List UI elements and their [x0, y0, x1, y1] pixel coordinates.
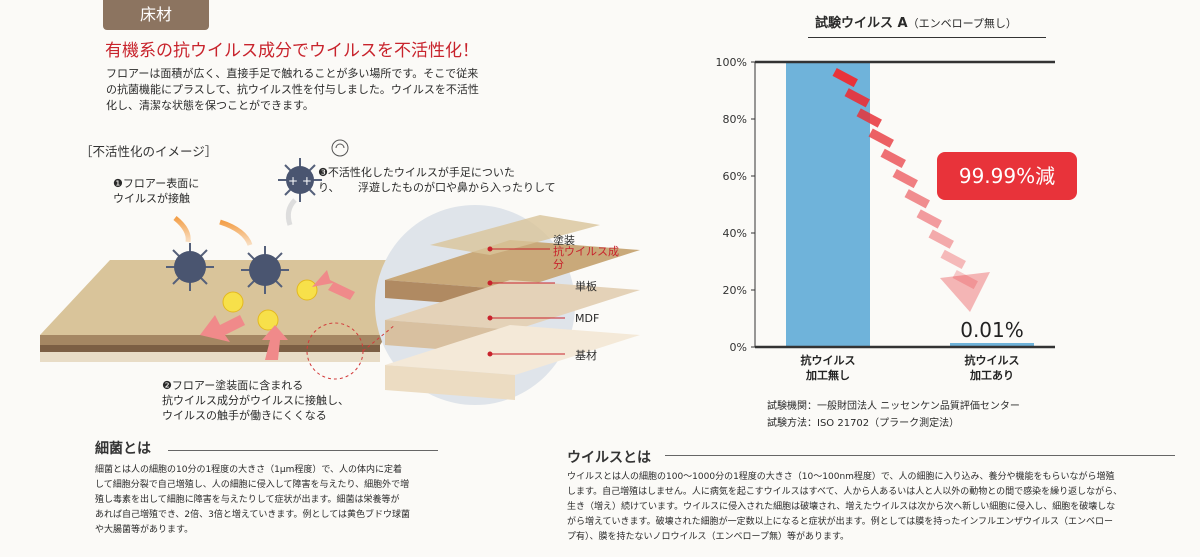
- illustration-title: ［不活性化のイメージ］: [80, 144, 218, 159]
- chart-svg: 0%20%40%60%80%100%0.01%抗ウイルス加工無し抗ウイルス加工あ…: [716, 56, 1055, 382]
- category-label: 加工あり: [969, 368, 1014, 382]
- y-tick-label: 40%: [723, 227, 747, 240]
- category-label: 抗ウイルス: [801, 353, 856, 367]
- decline-arrow-segment: [940, 249, 966, 269]
- decline-arrow-segment: [832, 67, 858, 88]
- antiviral-smiley-icon: [222, 279, 318, 331]
- decline-arrow-segment: [892, 168, 918, 189]
- decline-arrow-segment: [880, 148, 906, 168]
- y-tick-label: 100%: [716, 56, 747, 69]
- virus-icon-1: [166, 243, 214, 291]
- intro-line: フロアーは面積が広く、直接手足で触れることが多い場所です。そこで従来: [106, 67, 479, 80]
- bar-1: [786, 62, 870, 347]
- decline-arrow-segment: [856, 108, 882, 128]
- intro-line: の抗菌機能にプラスして、抗ウイルス性を付与しました。ウイルスを不活性: [106, 83, 479, 96]
- bacteria-heading: 細菌とは: [95, 441, 151, 457]
- y-tick-label: 20%: [723, 284, 747, 297]
- magnifier: [375, 205, 640, 405]
- test-info: 試験機関：一般財団法人 ニッセンケン品質評価センター 試験方法：ISO 2170…: [767, 401, 1020, 429]
- bacteria-text: 細菌とは人の細胞の10分の1程度の大きさ（1μm程度）で、人の体内に定着 して細…: [95, 465, 411, 535]
- y-tick-label: 0%: [730, 341, 747, 354]
- layer-label-antiviral: 抗ウイルス成 分: [553, 245, 619, 271]
- layer-label-coating: 塗装: [553, 234, 575, 247]
- category-tag: 床材: [103, 0, 209, 30]
- decline-arrow-segment: [952, 269, 978, 290]
- callout-3: ❸不活性化したウイルスが手足についた り、 浮遊したものが口や鼻から入ったりして: [318, 166, 556, 194]
- virus-icon-2: [241, 246, 289, 294]
- decline-arrow-head: [940, 272, 990, 312]
- bar-2: [950, 343, 1034, 347]
- decline-arrow-segment: [928, 229, 954, 249]
- svg-text:+ +: + +: [288, 174, 312, 188]
- inactive-virus-icon: + +: [278, 158, 322, 202]
- reduction-badge: 99.99%減: [937, 152, 1077, 200]
- floor-illustration: + +: [40, 139, 640, 405]
- bacteria-divider: [168, 450, 438, 451]
- chart-title: 試験ウイルス A（エンベロープ無し）: [815, 16, 1017, 31]
- decline-arrow-segment: [916, 209, 942, 229]
- category-label: 抗ウイルス: [965, 353, 1020, 367]
- callout-2: ❷フロアー塗装面に含まれる 抗ウイルス成分がウイルスに接触し、 ウイルスの触手が…: [162, 379, 349, 422]
- y-tick-label: 60%: [723, 170, 747, 183]
- layer-veneer: [385, 240, 640, 290]
- layer-label-base: 基材: [575, 349, 597, 362]
- intro-line: 化し、清潔な状態を保つことができます。: [106, 99, 314, 112]
- headline: 有機系の抗ウイルス成分でウイルスを不活性化！: [105, 41, 479, 61]
- callout-1: ❶フロアー表面に ウイルスが接触: [113, 177, 200, 205]
- category-label: 加工無し: [805, 368, 850, 382]
- layer-label-veneer: 単板: [575, 280, 597, 293]
- dizzy-icon: [331, 139, 349, 157]
- rising-arrow-icon: [285, 198, 297, 226]
- layer-label-mdf: MDF: [575, 312, 600, 325]
- chart-title-underline: [808, 37, 1046, 38]
- pink-arrow-icon: [200, 270, 355, 360]
- layer-mdf: [385, 280, 640, 330]
- data-label: 0.01%: [960, 318, 1024, 342]
- virus-divider: [665, 455, 1175, 456]
- decline-arrow-segment: [904, 189, 930, 209]
- layer-base: [385, 325, 640, 375]
- intro-text: フロアーは面積が広く、直接手足で触れることが多い場所です。そこで従来 の抗菌機能…: [106, 66, 526, 114]
- decline-arrow-segment: [844, 88, 870, 108]
- contact-arrow-icon: [173, 216, 253, 246]
- virus-text: ウイルスとは人の細胞の100〜1000分の1程度の大きさ（10〜100nm程度）…: [567, 472, 1123, 542]
- y-tick-label: 80%: [723, 113, 747, 126]
- decline-arrow-segment: [868, 128, 894, 148]
- virus-heading: ウイルスとは: [567, 450, 651, 466]
